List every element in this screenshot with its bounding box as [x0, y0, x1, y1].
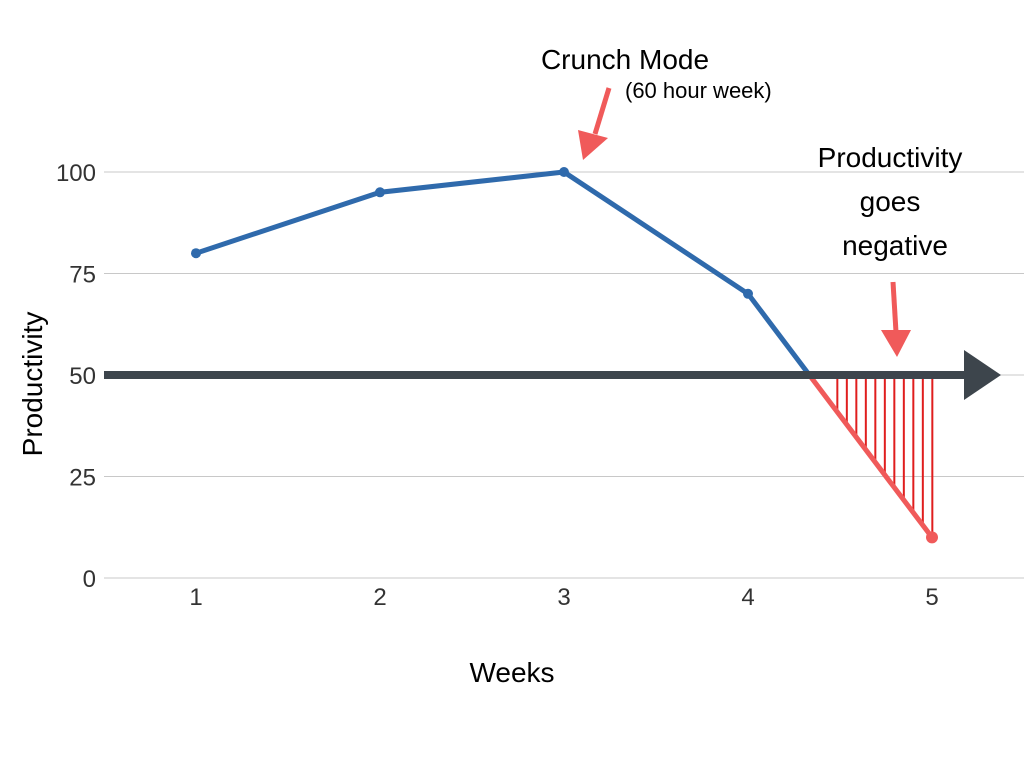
x-tick-4: 4 — [741, 584, 754, 611]
x-axis-label: Weeks — [469, 657, 554, 688]
series-segment-4-negative — [806, 372, 935, 540]
crunch-mode-sublabel: (60 hour week) — [625, 78, 772, 103]
x-tick-2: 2 — [373, 584, 386, 611]
data-point-2 — [375, 187, 385, 198]
negative-hatch-area — [836, 375, 934, 538]
data-point-1 — [191, 248, 201, 259]
x-tick-1: 1 — [189, 584, 202, 611]
y-tick-50: 50 — [69, 363, 96, 390]
y-tick-100: 100 — [56, 160, 96, 187]
data-point-3 — [559, 167, 569, 177]
y-tick-75: 75 — [69, 262, 96, 289]
x-tick-5: 5 — [925, 584, 938, 611]
crunch-mode-label: Crunch Mode — [541, 44, 709, 75]
negative-label-line2: goes — [860, 186, 921, 217]
data-point-5 — [926, 531, 938, 544]
y-tick-0: 0 — [83, 566, 96, 593]
series-segment-2 — [377, 169, 567, 195]
y-tick-25: 25 — [69, 465, 96, 492]
data-point-4 — [743, 288, 753, 299]
baseline-arrow-head — [964, 350, 1001, 400]
y-axis-label: Productivity — [17, 312, 48, 457]
negative-label-line1: Productivity — [818, 142, 963, 173]
series-lines — [193, 169, 935, 540]
data-points — [191, 167, 938, 544]
negative-label-line3: negative — [842, 230, 948, 261]
negative-arrow — [881, 281, 911, 357]
series-segment-1 — [193, 189, 383, 256]
series-segment-4-positive — [745, 291, 812, 378]
crunch-mode-arrow — [578, 87, 612, 160]
y-axis-ticks: 0 25 50 75 100 — [56, 160, 96, 593]
x-axis-ticks: 1 2 3 4 5 — [189, 584, 938, 611]
x-tick-3: 3 — [557, 584, 570, 611]
series-segment-3 — [561, 169, 751, 297]
